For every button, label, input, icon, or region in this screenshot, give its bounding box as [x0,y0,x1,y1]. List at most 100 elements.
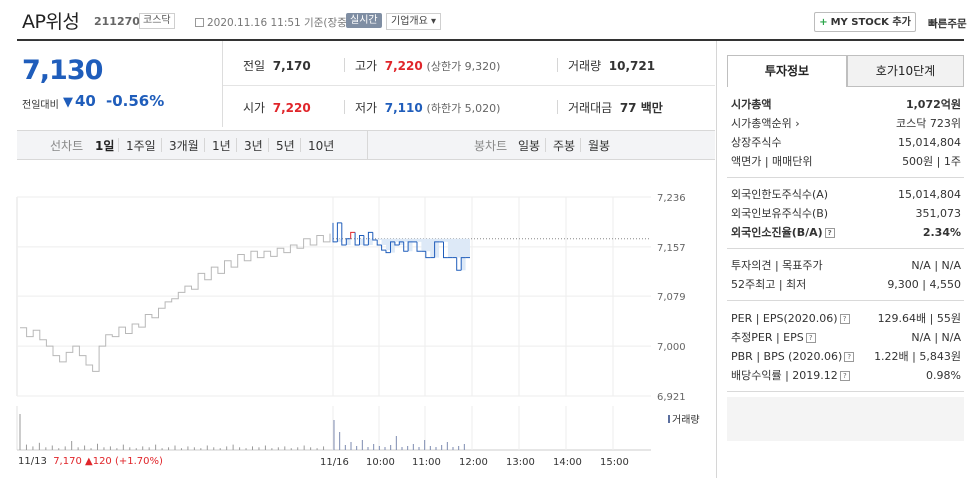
company-info-dropdown[interactable]: 기업개요 ▾ [386,13,441,30]
info-row: PER | EPS(2020.06)? 129.64배 | 55원 [731,311,961,327]
intraday-segment [354,232,360,246]
info-row-label: 투자의견 | 목표주가 [731,259,823,272]
intraday-segment [456,257,462,271]
high-price: 고가 7,220 (상한가 9,320) [355,59,501,73]
add-mystock-button[interactable]: + MY STOCK 추가 [814,12,916,32]
intraday-segment [390,241,395,253]
open-price: 시가 7,220 [243,101,311,115]
intraday-segment [332,222,338,243]
info-row: 상장주식수 15,014,804 [731,135,961,151]
tab-period-3m[interactable]: 3개월 [169,139,199,153]
chart-grid [16,196,651,397]
divider [344,100,345,114]
plus-icon: + [819,17,828,28]
help-icon[interactable]: ? [839,371,850,381]
info-row-value: 129.64배 | 55원 [877,312,961,325]
volume-legend: 거래량 [668,411,700,426]
divider [268,138,269,152]
info-row: 추정PER | EPS? N/A | N/A [731,330,961,346]
trade-amount: 거래대금 77 백만 [568,101,663,115]
price-chart[interactable]: 7,236 7,157 7,079 7,000 6,921 11/16 10:00 11:0… [0,160,716,478]
divider [545,138,546,152]
tab-period-10y[interactable]: 10년 [308,139,335,153]
help-icon[interactable]: ? [824,228,835,238]
row-divider [727,300,964,301]
x-tick-label: 14:00 [553,457,582,468]
intraday-segment [394,241,400,246]
x-tick-label: 10:00 [366,457,395,468]
tab-candle-week[interactable]: 주봉 [553,139,576,153]
intraday-segment [336,222,342,242]
candle-chart-label: 봉차트 [474,139,508,153]
tab-investment-info[interactable]: 투자정보 [727,55,847,87]
down-triangle-icon: ▼ [63,95,73,110]
current-price: 7,130 [22,55,103,86]
info-row-label: 상장주식수 [731,136,782,149]
y-tick-label: 7,236 [657,193,686,204]
info-row-label: 외국인한도주식수(A) [731,188,829,201]
y-tick-label: 6,921 [657,392,686,403]
info-row: 배당수익률 | 2019.12? 0.98% [731,368,961,384]
price-lines [20,222,651,372]
info-row-label: 시가총액 [731,98,772,111]
info-row: 시가총액 1,072억원 [731,97,961,113]
help-icon[interactable]: ? [844,352,855,362]
info-row: 52주최고 | 최저 9,300 | 4,550 [731,277,961,293]
info-row-value: 351,073 [915,207,962,220]
intraday-segment [425,251,431,259]
divider [557,58,558,72]
row-divider [727,177,964,178]
intraday-segment [372,232,378,241]
y-axis-labels: 7,236 7,157 7,079 7,000 6,921 [657,193,686,403]
quick-order-button[interactable]: 빠른주문 [928,18,967,30]
divider [580,138,581,152]
x-tick-label: 15:00 [600,457,629,468]
help-icon[interactable]: ? [805,333,816,343]
prev-close: 전일 7,170 [243,59,311,73]
intraday-segment [385,250,391,254]
tab-period-1d[interactable]: 1일 [95,139,115,153]
volume-legend-icon [668,415,670,423]
divider [236,138,237,152]
intraday-segment [341,222,347,246]
price-box [17,41,223,127]
y-tick-label: 7,079 [657,292,686,303]
help-icon[interactable]: ? [839,314,850,324]
info-row-label: PER | EPS(2020.06)? [731,311,850,327]
info-row-value: 15,014,804 [898,188,961,201]
tab-candle-month[interactable]: 월봉 [588,139,611,153]
info-row-value: 1,072억원 [905,98,961,111]
tab-period-1y[interactable]: 1년 [212,139,231,153]
info-row-value: 9,300 | 4,550 [887,278,961,291]
info-row-value: 15,014,804 [898,136,961,149]
tab-candle-day[interactable]: 일봉 [518,139,541,153]
intraday-segment [416,241,422,252]
chart-control-bar [17,130,715,160]
peer-summary-box [727,397,964,441]
add-mystock-label: MY STOCK 추가 [830,17,911,28]
divider [344,58,345,72]
divider [118,138,119,152]
info-row: 외국인보유주식수(B) 351,073 [731,206,961,222]
tab-period-5y[interactable]: 5년 [276,139,295,153]
tab-period-1w[interactable]: 1주일 [126,139,156,153]
intraday-segment [350,231,356,239]
prev-day-summary: 11/13 7,170 ▲120 (+1.70%) [18,456,163,467]
row-divider [727,391,964,392]
tab-period-3y[interactable]: 3년 [244,139,263,153]
info-row-value: 2.34% [922,226,961,239]
info-row: PBR | BPS (2020.06)? 1.22배 | 5,843원 [731,349,961,365]
x-axis-labels: 11/16 10:00 11:00 12:00 13:00 14:00 15:00 [320,457,629,468]
info-row-value: 0.98% [926,369,961,382]
info-row-label: 외국인보유주식수(B) [731,207,829,220]
info-row-value: 500원 | 1주 [902,155,961,168]
quote-row-divider [223,85,715,86]
investment-info-panel [716,41,978,478]
low-price: 저가 7,110 (하한가 5,020) [355,101,501,115]
info-row-value: 코스닥 723위 [896,117,961,130]
realtime-button[interactable]: 실시간 [346,13,382,28]
info-row-label: 52주최고 | 최저 [731,278,807,291]
tab-orderbook-10[interactable]: 호가10단계 [847,55,964,87]
date-text: 2020.11.16 11:51 기준(장중) [207,17,351,29]
header-divider [17,39,964,41]
